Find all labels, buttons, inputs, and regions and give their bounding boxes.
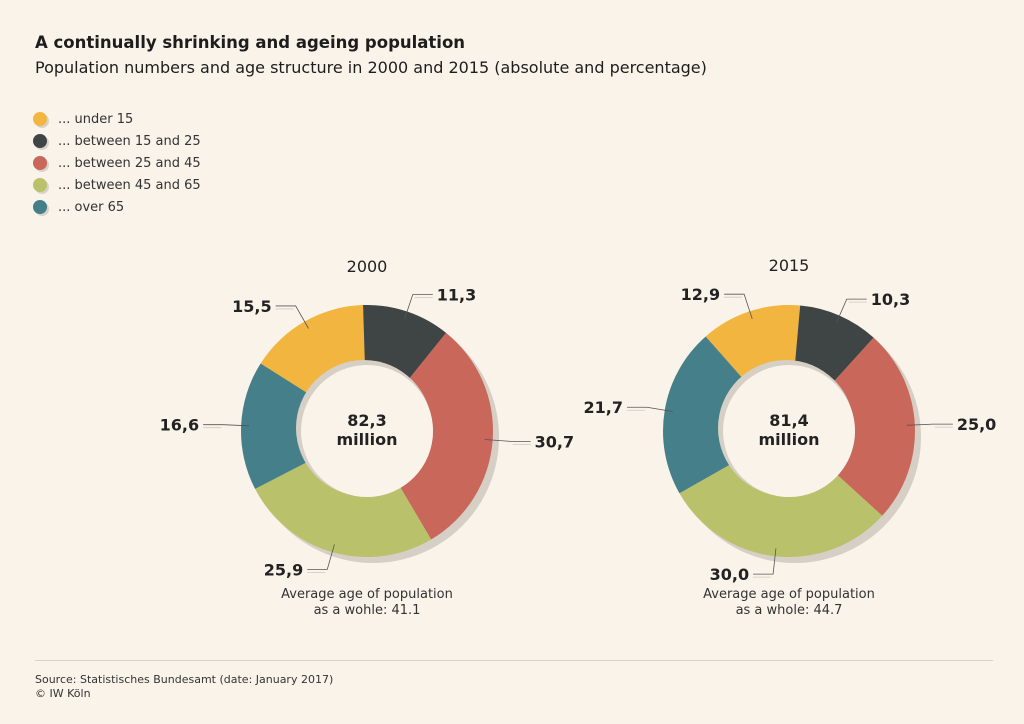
donut-slice [363,305,447,380]
legend-swatch [33,178,47,192]
legend-item-over-65: ... over 65 [33,196,201,218]
donut-center-unit: million [759,430,820,449]
legend-swatch [33,200,47,214]
leader-line [203,424,250,427]
legend: ... under 15 ... between 15 and 25 ... b… [33,108,201,218]
donut-year-title: 2000 [347,257,388,276]
donut-slice [240,363,312,489]
average-age-note-line2: as a wohle: 41.1 [314,603,421,618]
leader-line [404,294,433,320]
source-note: Source: Statistisches Bundesamt (date: J… [35,673,333,701]
donut-charts: 200082,3million15,511,330,725,916,6Avera… [160,256,997,618]
legend-item-under-15: ... under 15 [33,108,201,130]
donut-slice [794,305,874,383]
chart-subtitle: Population numbers and age structure in … [35,58,707,77]
donut-center-value: 82,3 [347,411,386,430]
copyright-text: © IW Köln [35,687,91,700]
slice-value-label: 30,7 [535,432,574,451]
slice-value-label: 10,3 [871,290,910,309]
slice-value-label: 16,6 [160,416,199,435]
donut-hole [723,365,855,497]
chart-title: A continually shrinking and ageing popul… [35,33,466,52]
leader-line [906,423,953,426]
slice-value-label: 15,5 [232,297,271,316]
slice-value-label: 21,7 [583,398,622,417]
slice-value-label: 25,0 [957,415,996,434]
donut-center-value: 81,4 [769,411,808,430]
average-age-note-line1: Average age of population [703,587,875,602]
legend-label: ... between 45 and 65 [58,177,201,193]
leader-line [835,298,867,324]
legend-label: ... between 15 and 25 [58,133,201,149]
donut-slice [679,463,883,558]
slice-value-label: 30,0 [710,565,749,584]
legend-swatch [33,112,47,126]
footer-divider [35,660,993,661]
donut-slice [400,332,494,540]
average-age-note-line2: as a whole: 44.7 [736,603,843,618]
donut-year-title: 2015 [769,256,810,275]
legend-item-25-45: ... between 25 and 45 [33,152,201,174]
legend-label: ... under 15 [58,111,134,127]
legend-swatch [33,134,47,148]
leader-line [626,406,673,412]
source-text: Source: Statistisches Bundesamt (date: J… [35,673,334,686]
leader-line [724,293,753,320]
legend-label: ... over 65 [58,199,125,215]
average-age-note-line1: Average age of population [281,587,453,602]
slice-value-label: 12,9 [681,285,720,304]
leader-line [484,439,531,442]
legend-swatch [33,156,47,170]
donut-slice [260,305,365,396]
donut-slice [255,461,432,557]
slice-value-label: 25,9 [264,560,303,579]
leader-line [753,548,777,575]
slice-value-label: 11,3 [437,285,476,304]
donut-hole [301,365,433,497]
legend-label: ... between 25 and 45 [58,155,201,171]
leader-line [275,305,309,329]
donut-slice [833,337,916,516]
leader-line [307,544,335,570]
legend-item-15-25: ... between 15 and 25 [33,130,201,152]
legend-item-45-65: ... between 45 and 65 [33,174,201,196]
donut-center-unit: million [337,430,398,449]
